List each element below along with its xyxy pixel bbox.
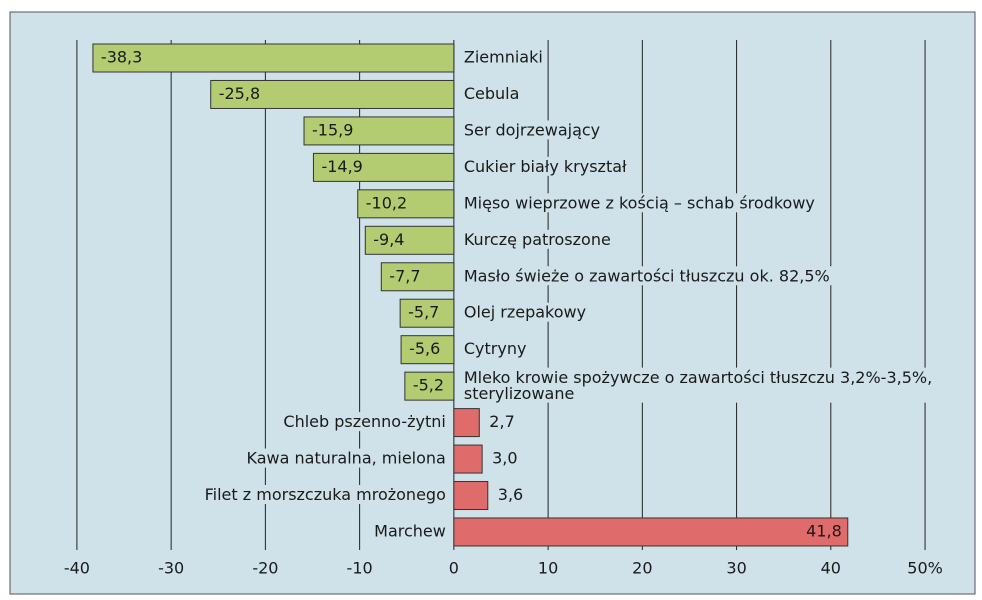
bar (364, 225, 455, 255)
label-background (460, 193, 818, 213)
label-background (460, 302, 590, 322)
category-label: Mleko krowie spożywcze o zawartości tłus… (464, 368, 932, 403)
x-tick-label: 40 (821, 559, 841, 578)
value-label: -5,7 (408, 303, 439, 322)
value-label: -10,2 (366, 193, 407, 212)
bar (400, 335, 455, 365)
category-label: Chleb pszenno-żytni (283, 412, 445, 431)
label-background (371, 521, 449, 541)
category-label: Mięso wieprzowe z kością – schab środkow… (464, 193, 815, 212)
label-background (460, 120, 604, 140)
label-background (460, 367, 936, 403)
category-label: Kurczę patroszone (464, 230, 611, 249)
label-background (201, 485, 449, 505)
bar (453, 444, 483, 474)
x-tick-label: 0 (449, 559, 459, 578)
value-label: -38,3 (101, 48, 142, 67)
bar (399, 298, 455, 328)
bar (210, 79, 455, 109)
category-label: Kawa naturalna, mielona (247, 449, 446, 468)
x-tick-label: -40 (64, 559, 90, 578)
category-label: Marchew (374, 521, 446, 540)
bar (453, 481, 489, 511)
x-tick-label: -30 (158, 559, 184, 578)
bar (303, 116, 455, 146)
value-label: 3,0 (492, 449, 517, 468)
bar (312, 152, 455, 182)
label-background (460, 83, 523, 103)
bar (453, 517, 849, 547)
value-label: -7,7 (389, 266, 420, 285)
category-label: Cebula (464, 84, 520, 103)
value-label: 2,7 (489, 412, 514, 431)
value-label: -25,8 (219, 84, 260, 103)
x-tick-label: 50% (907, 559, 943, 578)
bar (453, 408, 480, 438)
x-tick-label: -10 (347, 559, 373, 578)
category-label: Cukier biały kryształ (464, 157, 627, 176)
bar (404, 371, 455, 401)
bar (92, 43, 455, 73)
category-label: Olej rzepakowy (464, 303, 586, 322)
category-label: Ser dojrzewający (464, 120, 600, 139)
value-label: -14,9 (321, 157, 362, 176)
category-label: Masło świeże o zawartości tłuszczu ok. 8… (464, 266, 830, 285)
category-label: Ziemniaki (464, 48, 543, 67)
label-background (460, 339, 530, 359)
value-label: 41,8 (806, 521, 842, 540)
label-background (460, 266, 833, 286)
label-background (460, 47, 546, 67)
category-label: Filet z morszczuka mrożonego (205, 485, 446, 504)
x-tick-label: 20 (632, 559, 652, 578)
value-label: -5,2 (413, 376, 444, 395)
value-label: 3,6 (498, 485, 523, 504)
bar (357, 189, 455, 219)
x-tick-label: 30 (726, 559, 746, 578)
bar (380, 262, 455, 292)
x-tick-label: 10 (538, 559, 558, 578)
label-background (280, 412, 449, 432)
value-label: -9,4 (373, 230, 404, 249)
value-label: -15,9 (312, 120, 353, 139)
label-background (243, 448, 449, 468)
label-background (460, 229, 614, 249)
label-background (460, 156, 631, 176)
grid (76, 40, 926, 550)
category-label: Cytryny (464, 339, 527, 358)
x-tick-label: -20 (252, 559, 278, 578)
value-label: -5,6 (409, 339, 440, 358)
